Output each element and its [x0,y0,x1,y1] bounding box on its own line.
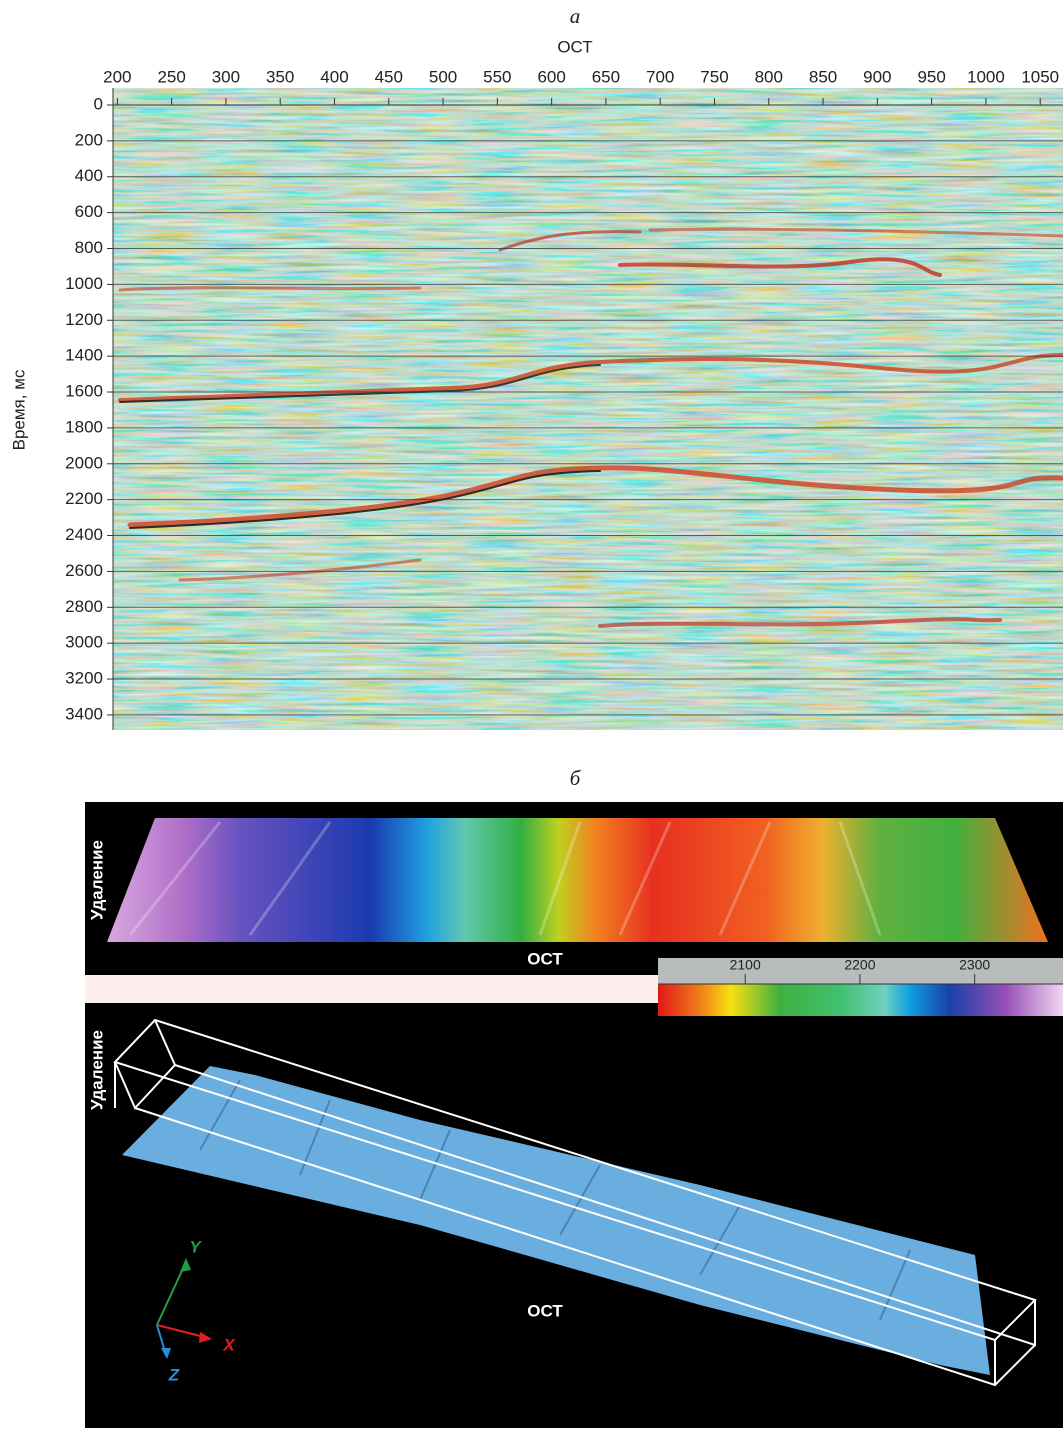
x-tick-label: 400 [320,67,348,86]
y-tick-label: 1400 [65,346,103,365]
panel-label: б [570,766,582,790]
map-x-label: ОСТ [527,949,563,968]
seismic-texture [113,88,1063,730]
colorbar [658,984,1063,1016]
x-tick-label: 1050 [1021,67,1059,86]
axis-x-label: X [222,1335,236,1354]
x-tick-label: 550 [483,67,511,86]
y-tick-label: 1600 [65,382,103,401]
axis-y-label: Y [189,1237,202,1256]
y-tick-label: 1200 [65,310,103,329]
x-tick-label: 750 [700,67,728,86]
y-axis-label: Время, мс [9,369,28,450]
y-tick-label: 2400 [65,525,103,544]
volume-x-label: ОСТ [527,1301,563,1320]
x-tick-label: 500 [429,67,457,86]
y-tick-label: 2000 [65,453,103,472]
time-map [107,818,1048,942]
volume-y-label: Удаление [87,1030,106,1110]
colorbar-tick-label: 2200 [844,957,875,973]
y-tick-label: 0 [94,94,103,113]
map-y-label: Удаление [87,840,106,920]
page: {"panel_a": {"label": "а", "x_label": "О… [0,0,1063,1428]
colorbar-tick-label: 2100 [730,957,761,973]
y-tick-label: 3200 [65,669,103,688]
x-tick-label: 700 [646,67,674,86]
x-tick-label: 600 [537,67,565,86]
y-tick-label: 2600 [65,561,103,580]
x-tick-label: 300 [212,67,240,86]
figure: а ОСТ Время, мс б Удаление ОСТ [0,0,1063,1428]
panel-label: а [570,4,581,28]
y-tick-label: 2800 [65,597,103,616]
y-tick-label: 1800 [65,417,103,436]
y-tick-label: 400 [75,166,103,185]
colorbar-tick-label: 2300 [959,957,990,973]
x-tick-label: 450 [375,67,403,86]
x-tick-label: 800 [755,67,783,86]
x-tick-label: 1000 [967,67,1005,86]
x-tick-label: 850 [809,67,837,86]
x-tick-label: 200 [103,67,131,86]
x-tick-label: 250 [157,67,185,86]
y-tick-label: 200 [75,130,103,149]
x-tick-label: 900 [863,67,891,86]
axis-z-label: Z [168,1365,180,1384]
y-tick-label: 3400 [65,704,103,723]
y-tick-label: 800 [75,238,103,257]
x-axis-label: ОСТ [557,37,592,56]
y-tick-label: 1000 [65,274,103,293]
y-tick-label: 600 [75,202,103,221]
y-tick-label: 3000 [65,633,103,652]
y-tick-label: 2200 [65,489,103,508]
x-tick-label: 650 [592,67,620,86]
x-tick-label: 350 [266,67,294,86]
x-tick-label: 950 [917,67,945,86]
